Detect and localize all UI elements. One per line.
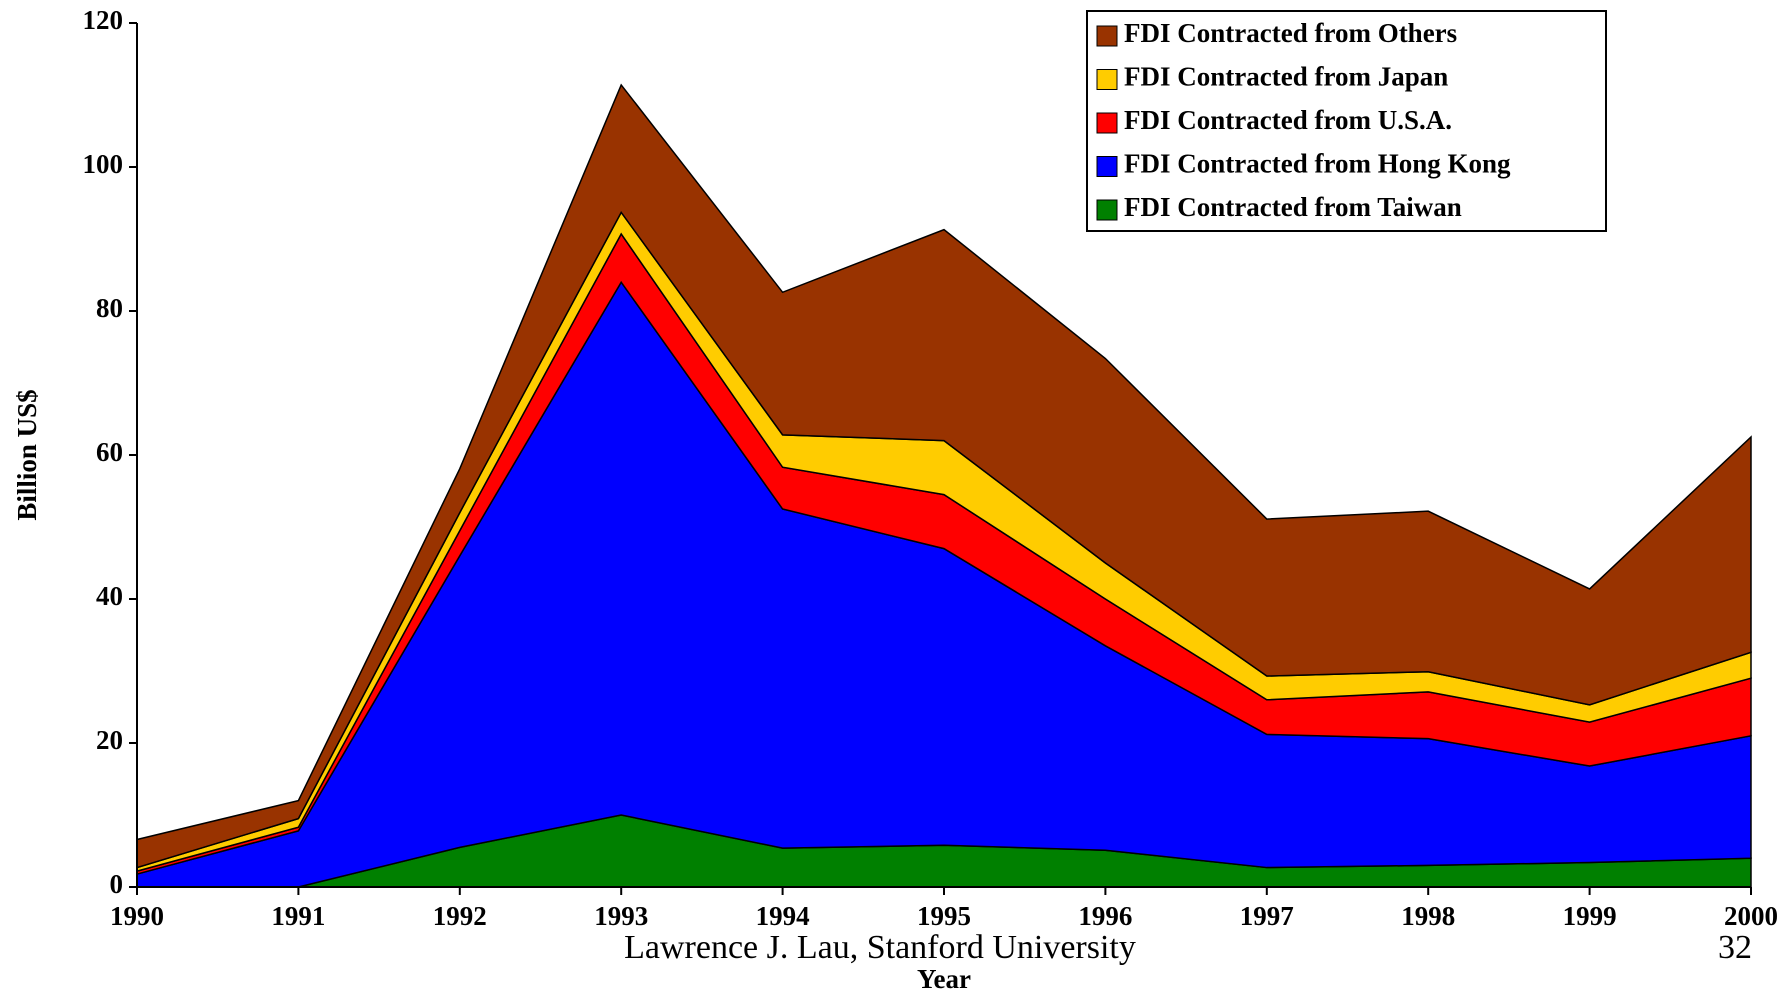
legend: FDI Contracted from Others FDI Contracted… (1086, 10, 1607, 232)
x-tick-label: 1992 (433, 901, 487, 931)
legend-label: FDI Contracted from Others (1124, 18, 1457, 48)
legend-swatch (1096, 112, 1118, 134)
x-tick-label: 2000 (1724, 901, 1778, 931)
y-tick-label: 100 (83, 149, 124, 179)
x-tick-label: 1998 (1401, 901, 1455, 931)
area (136, 83, 1752, 869)
footer-author: Lawrence J. Lau, Stanford University (624, 929, 1136, 966)
legend-label: FDI Contracted from Japan (1124, 62, 1448, 92)
y-tick-label: 60 (96, 437, 123, 467)
x-tick-label: 1993 (594, 901, 648, 931)
x-tick-label: 1990 (110, 901, 164, 931)
x-tick-label: 1994 (756, 901, 810, 931)
legend-swatch (1096, 199, 1118, 221)
legend-swatch (1096, 156, 1118, 177)
legend-label: FDI Contracted from U.S.A. (1124, 105, 1452, 135)
legend-swatch (1096, 69, 1118, 90)
y-axis-label: Billion US$ (12, 389, 42, 520)
y-tick-label: 20 (96, 725, 123, 755)
legend-swatch (1096, 25, 1118, 47)
y-tick-label: 0 (110, 869, 124, 899)
x-tick-label: 1997 (1240, 901, 1294, 931)
footer-page: 32 (1718, 929, 1752, 966)
y-tick-label: 80 (96, 293, 123, 323)
legend-box (1086, 10, 1607, 232)
x-tick-label: 1999 (1563, 901, 1617, 931)
legend-label: FDI Contracted from Hong Kong (1124, 149, 1511, 179)
y-tick-label: 40 (96, 581, 123, 611)
x-tick-label: 1995 (917, 901, 971, 931)
x-axis-label: Year (917, 964, 971, 993)
x-tick-label: 1991 (271, 901, 325, 931)
x-tick-label: 1996 (1078, 901, 1132, 931)
y-tick-label: 120 (83, 5, 124, 35)
legend-label: FDI Contracted from Taiwan (1124, 192, 1462, 222)
